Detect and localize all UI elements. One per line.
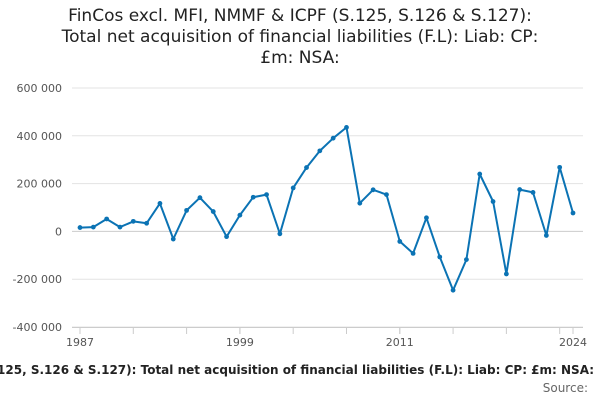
data-point: [264, 192, 269, 197]
data-point: [410, 250, 416, 256]
y-tick-label: 200 000: [17, 178, 63, 191]
data-point: [197, 195, 203, 201]
data-point: [530, 190, 536, 195]
data-point: [210, 209, 216, 214]
y-tick-label: -400 000: [13, 321, 62, 334]
chart-title: FinCos excl. MFI, NMMF & ICPF (S.125, S.…: [0, 6, 600, 69]
y-tick-label: -200 000: [13, 273, 62, 286]
series-caption: FinCos excl. MFI, NMMF & ICPF (S.125, S.…: [0, 362, 600, 380]
data-point: [77, 225, 83, 230]
data-point: [237, 212, 243, 218]
y-tick-label: 600 000: [17, 82, 63, 95]
data-point: [130, 218, 136, 224]
data-point: [397, 239, 403, 244]
data-point: [477, 171, 483, 177]
data-point: [250, 194, 256, 200]
source-label: Source:: [542, 381, 588, 395]
data-point: [503, 271, 509, 277]
data-point: [384, 192, 389, 197]
data-point: [184, 207, 189, 213]
data-point: [157, 201, 163, 206]
x-tick-label: 2024: [559, 336, 587, 349]
data-point: [117, 224, 123, 230]
data-point: [304, 165, 309, 170]
data-point: [144, 220, 150, 226]
y-tick-label: 0: [55, 225, 62, 238]
data-point: [330, 135, 336, 141]
data-point: [224, 234, 229, 240]
chart-title-line-3: £m: NSA:: [260, 48, 340, 68]
data-point: [277, 231, 283, 237]
data-point: [290, 185, 296, 191]
data-point: [170, 236, 176, 242]
series-line: [79, 126, 574, 292]
data-point: [370, 187, 376, 193]
data-point: [464, 257, 469, 263]
data-point: [517, 187, 523, 192]
data-point: [437, 254, 443, 260]
x-tick-label: 1987: [66, 336, 94, 349]
x-tick-label: 2011: [386, 336, 414, 349]
data-point: [424, 215, 429, 221]
data-point: [570, 210, 576, 216]
chart-title-line-1: FinCos excl. MFI, NMMF & ICPF (S.125, S.…: [68, 6, 532, 26]
data-point: [557, 164, 563, 170]
chart-title-line-2: Total net acquisition of financial liabi…: [61, 27, 539, 47]
data-point: [490, 199, 496, 204]
data-point: [357, 200, 363, 206]
data-point: [90, 224, 96, 230]
data-point: [450, 287, 456, 293]
series-caption-text: FinCos excl. MFI, NMMF & ICPF (S.125, S.…: [0, 363, 594, 377]
data-point: [104, 216, 110, 222]
data-point: [543, 233, 549, 238]
data-point: [344, 125, 349, 130]
x-tick-label: 1999: [226, 336, 254, 349]
y-tick-label: 400 000: [17, 130, 63, 143]
data-point: [317, 148, 323, 154]
